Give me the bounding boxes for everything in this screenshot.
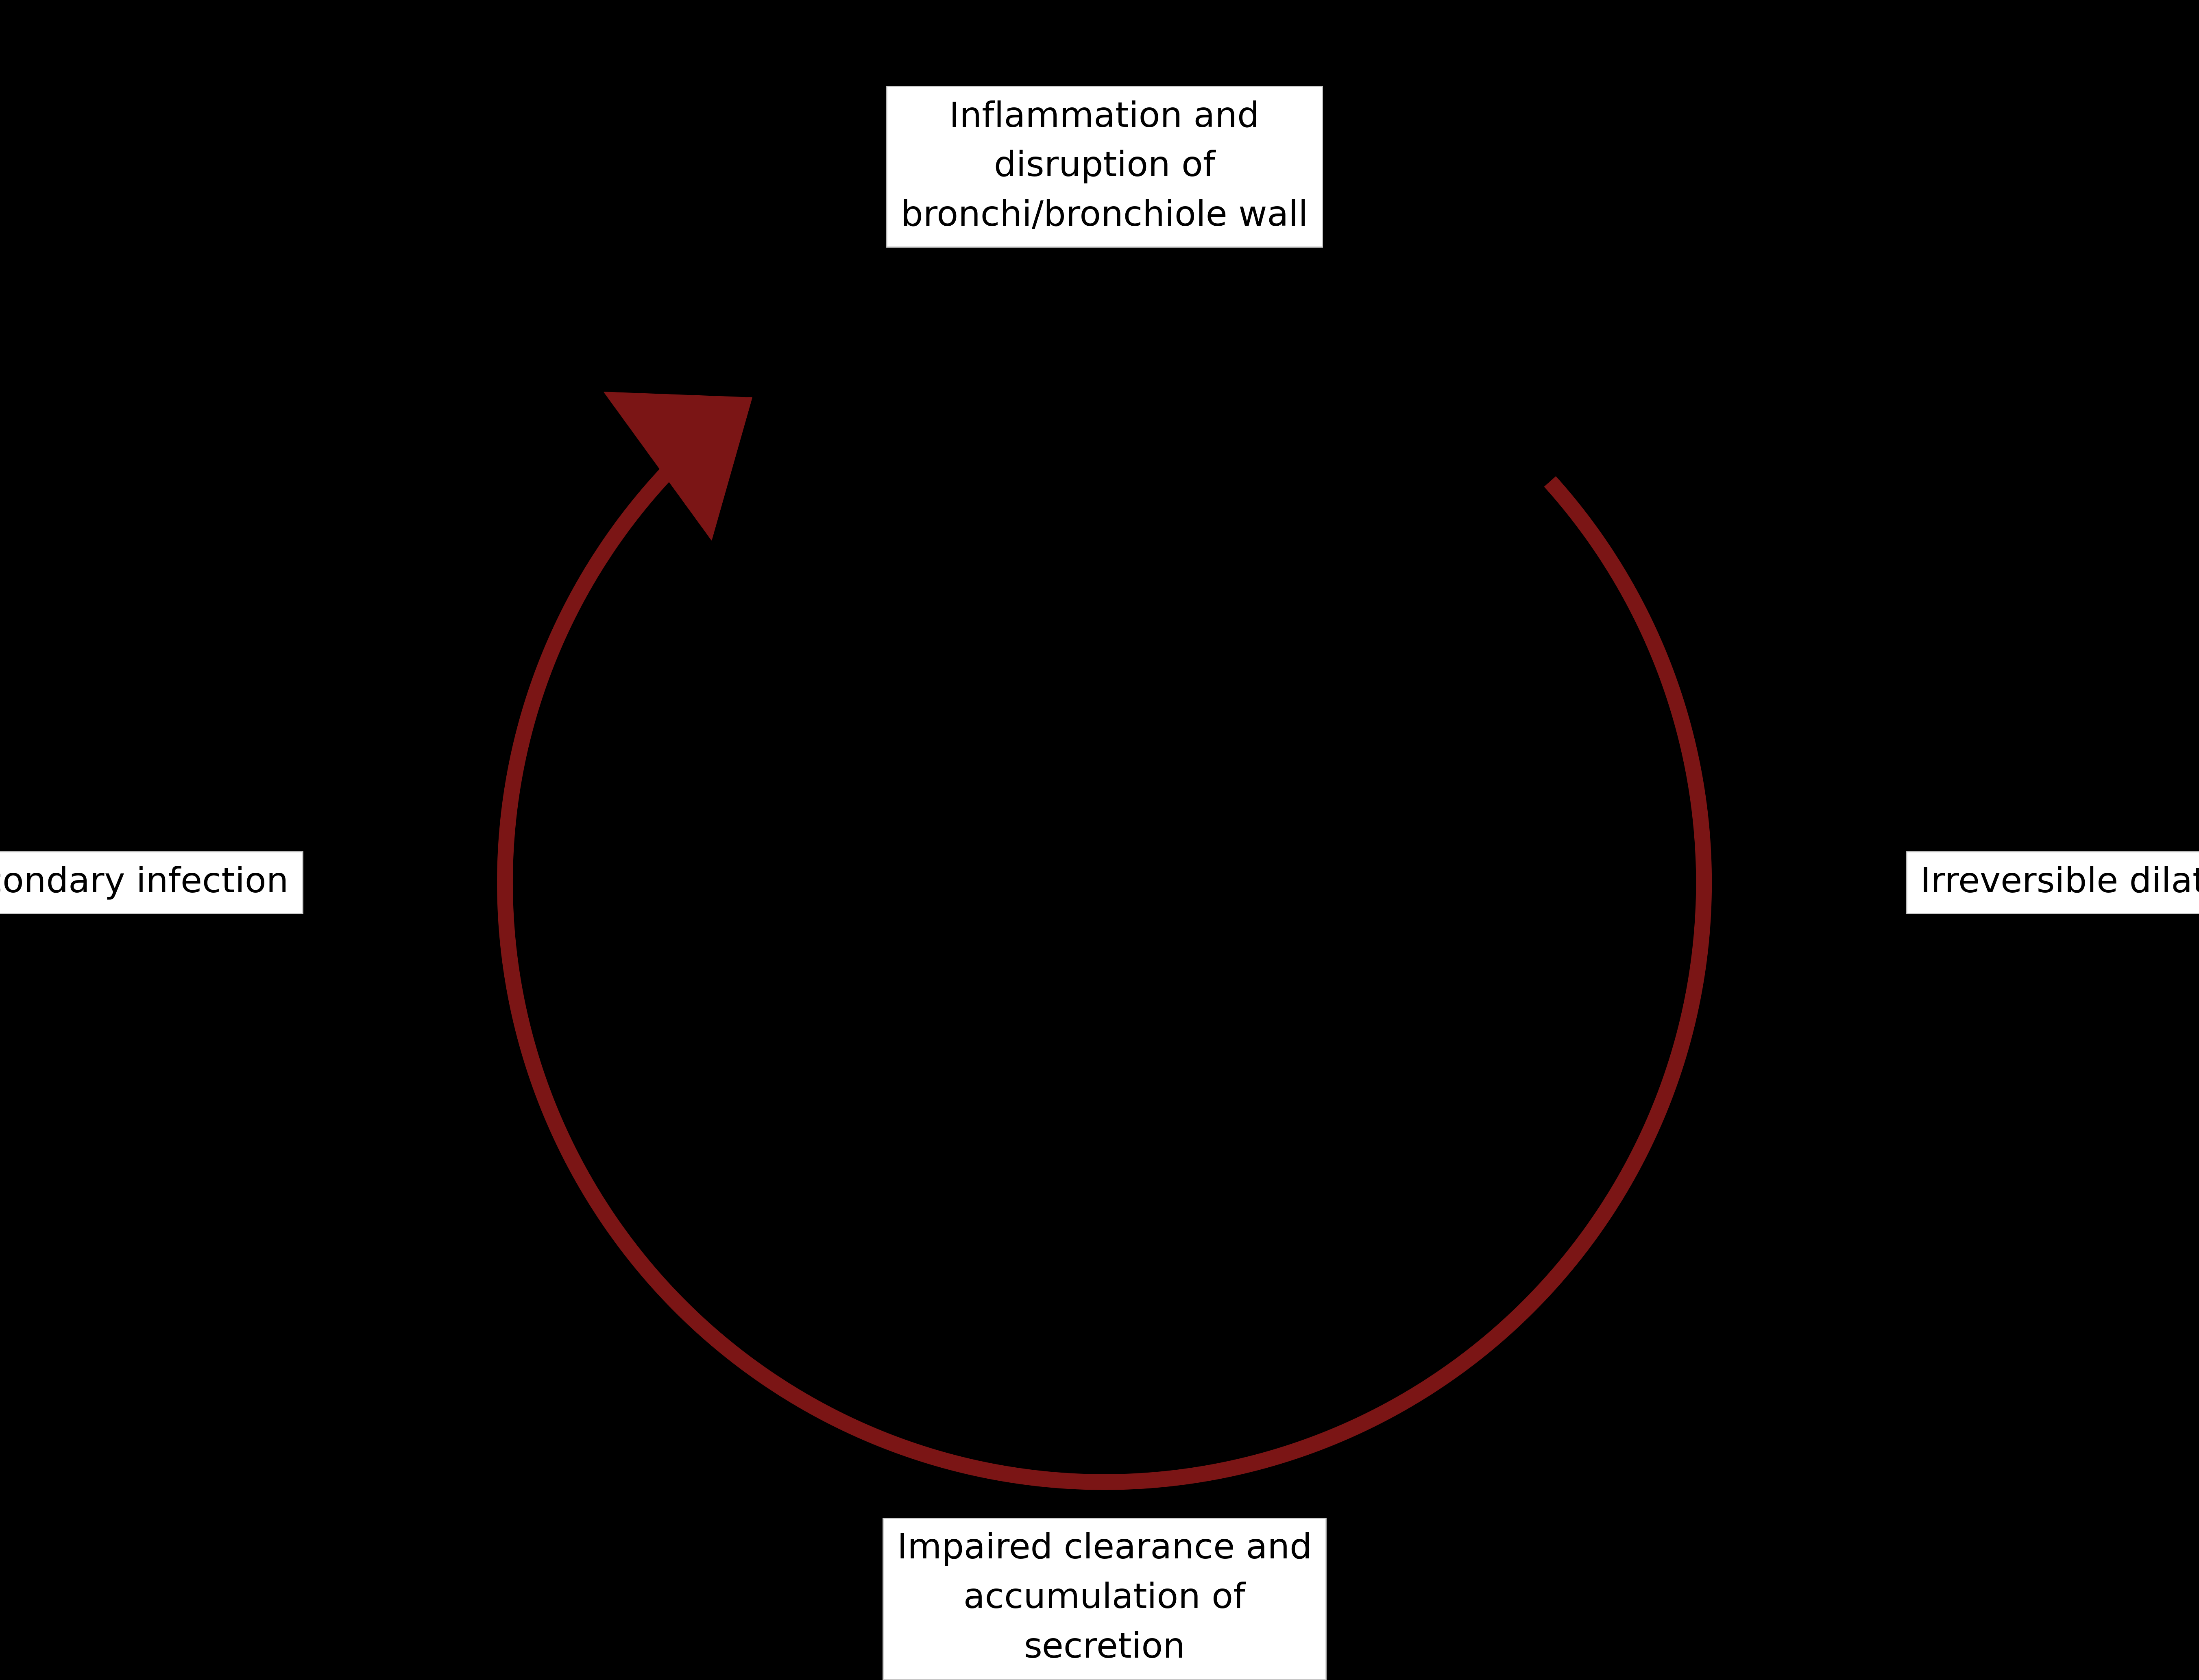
Text: Secondary infection: Secondary infection: [0, 865, 288, 899]
Text: Irreversible dilation: Irreversible dilation: [1920, 865, 2199, 899]
Polygon shape: [605, 391, 752, 541]
Text: Impaired clearance and
accumulation of
secretion: Impaired clearance and accumulation of s…: [897, 1532, 1313, 1665]
Text: Inflammation and
disruption of
bronchi/bronchiole wall: Inflammation and disruption of bronchi/b…: [902, 101, 1308, 234]
